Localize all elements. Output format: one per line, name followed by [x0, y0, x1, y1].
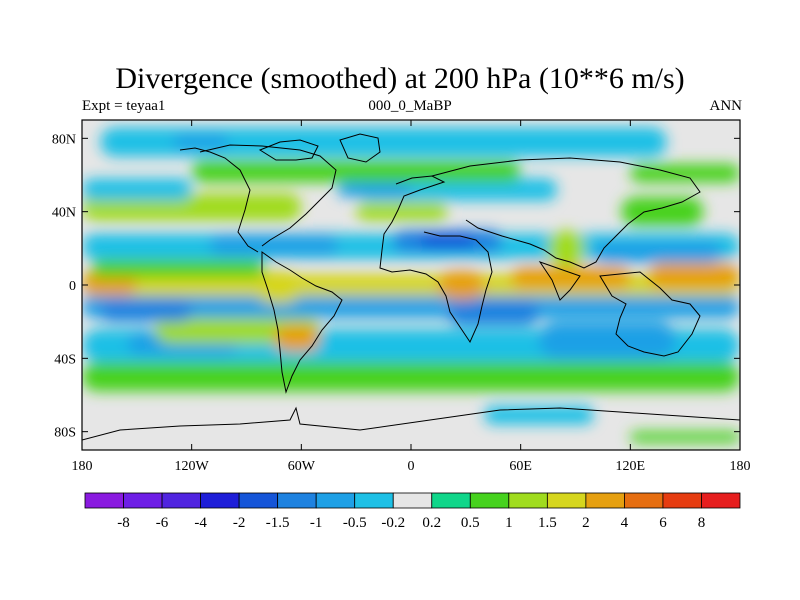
colorbar-label: -2: [233, 515, 246, 531]
field-region-6: [82, 294, 740, 318]
colorbar-box-5: [277, 492, 317, 509]
coastlines: [82, 133, 740, 441]
colorbar-box-7: [354, 492, 394, 509]
field-region-12: [255, 270, 302, 304]
x-axis: 180 120W 60W 0 60E 120E 180: [72, 120, 751, 474]
divergence-field: [82, 127, 740, 443]
coast-greenland: [339, 133, 381, 163]
y-tick-label: 40S: [54, 352, 76, 367]
x-tick-label: 0: [408, 459, 415, 474]
colorbar-label: -0.2: [381, 515, 405, 531]
colorbar-label: -8: [117, 515, 130, 531]
colorbar-label: -6: [156, 515, 169, 531]
field-region-0: [82, 362, 740, 392]
field-region-25: [621, 197, 704, 227]
coast-maritime-australia: [599, 271, 701, 357]
field-region-13: [511, 266, 631, 289]
colorbar-label: 2: [582, 515, 590, 531]
field-region-20: [420, 233, 475, 249]
field-region-26: [82, 178, 192, 201]
colorbar-box-14: [624, 492, 664, 509]
field-region-14: [648, 263, 740, 289]
x-tick-label: 60W: [288, 459, 316, 474]
field-region-5: [538, 321, 677, 359]
colorbar-box-11: [508, 492, 548, 509]
chart-title: Divergence (smoothed) at 200 hPa (10**6 …: [115, 62, 685, 95]
colorbar-label: -4: [194, 515, 207, 531]
x-tick-label: 60E: [509, 459, 532, 474]
coast-india-indochina: [538, 261, 581, 301]
field-region-3: [374, 336, 485, 362]
coast-south-america: [261, 251, 343, 394]
y-tick-label: 80S: [54, 426, 76, 441]
coast-antarctica: [82, 406, 740, 441]
field-region-30: [630, 164, 740, 183]
coast-north-america-west: [179, 147, 259, 253]
colorbar-box-2: [161, 492, 201, 509]
x-tick-label: 180: [730, 459, 751, 474]
subtitle-center: 000_0_MaBP: [368, 98, 452, 114]
coast-north-america-east: [199, 144, 337, 247]
coast-europe-africa: [379, 175, 493, 344]
colorbar-box-13: [585, 492, 625, 509]
colorbar-label: 1: [505, 515, 513, 531]
field-region-8: [447, 299, 539, 326]
colorbar-label: -1: [310, 515, 323, 531]
colorbar-box-10: [469, 492, 510, 509]
colorbar-box-4: [238, 492, 279, 509]
colorbar-box-1: [123, 492, 163, 509]
colorbar-box-0: [84, 492, 124, 509]
colorbar-label: 6: [659, 515, 667, 531]
field-region-33: [484, 406, 594, 425]
y-tick-label: 40N: [52, 206, 76, 221]
colorbar-label: 8: [698, 515, 706, 531]
colorbar-box-12: [546, 492, 587, 509]
colorbar-label: 0.5: [461, 515, 480, 531]
colorbar-box-3: [200, 492, 240, 509]
field-region-28: [337, 182, 411, 197]
field-region-24: [356, 202, 448, 221]
field-region-32: [173, 134, 229, 150]
subtitle-right: ANN: [709, 98, 743, 114]
x-tick-label: 120W: [175, 459, 210, 474]
colorbar: -8 -6 -4 -2 -1.5 -1 -0.5 -0.2 0.2 0.5 1 1.5 2 4 6 8: [84, 492, 741, 531]
coast-eurasia: [431, 157, 701, 269]
colorbar-box-8: [392, 492, 433, 509]
field-region-16: [91, 259, 265, 278]
subtitle-left: Expt = teyaa1: [82, 98, 166, 114]
colorbar-label: 1.5: [538, 515, 557, 531]
field-region-29: [191, 160, 521, 183]
colorbar-box-15: [662, 492, 702, 509]
x-tick-label: 180: [72, 459, 93, 474]
colorbar-label: -0.5: [343, 515, 367, 531]
coast-canada-islands: [258, 139, 319, 161]
colorbar-box-6: [315, 492, 356, 509]
field-region-22: [548, 230, 585, 267]
field-region-11: [438, 270, 485, 300]
colorbar-box-16: [701, 492, 741, 509]
field-region-21: [593, 241, 722, 263]
y-tick-label: 0: [69, 279, 76, 294]
colorbar-box-9: [431, 492, 471, 509]
field-blur-layer: [82, 127, 740, 443]
field-region-15: [273, 325, 320, 351]
colorbar-label: 0.2: [422, 515, 441, 531]
field-region-7: [100, 299, 192, 322]
field-region-34: [630, 431, 740, 443]
colorbar-label: 4: [621, 515, 629, 531]
colorbar-label: -1.5: [266, 515, 290, 531]
field-region-31: [100, 127, 667, 157]
y-tick-label: 80N: [52, 132, 76, 147]
x-tick-label: 120E: [616, 459, 646, 474]
field-region-18: [209, 233, 338, 256]
y-axis: 80N 40N 0 40S 80S: [52, 132, 740, 441]
